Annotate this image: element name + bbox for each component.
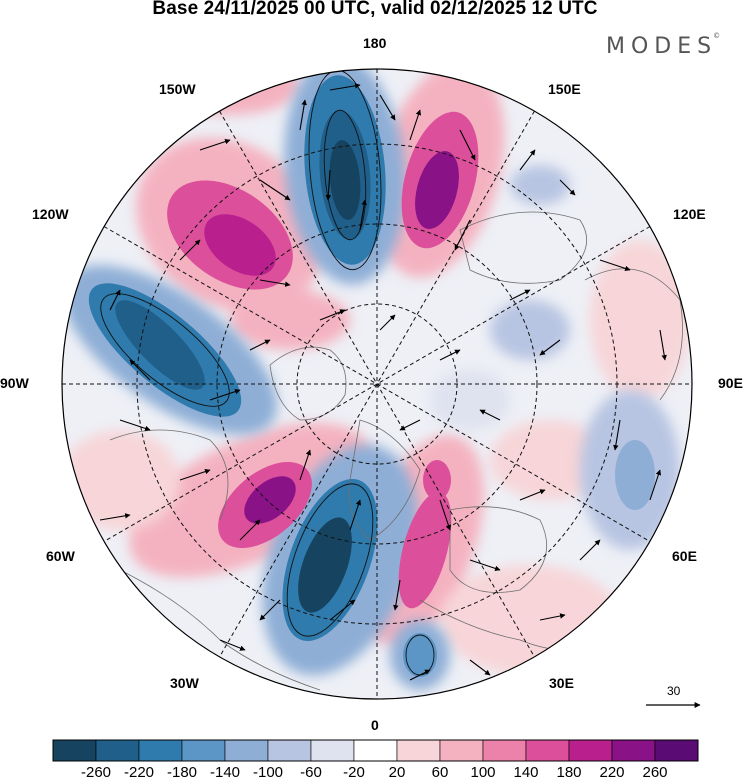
lon-label-90w: 90W — [0, 375, 29, 391]
logo-mark: © — [713, 32, 721, 40]
colorbar-cell — [52, 739, 97, 762]
lon-label-180: 180 — [363, 35, 387, 51]
logo-text: MODES — [606, 34, 718, 59]
colorbar-tick: 180 — [556, 764, 582, 781]
colorbar-cell — [611, 739, 656, 762]
colorbar-tick: -180 — [166, 764, 198, 781]
lon-label-120e: 120E — [673, 206, 706, 222]
colorbar-frame — [52, 739, 699, 762]
colorbar-cell — [439, 739, 484, 762]
lon-label-60w: 60W — [46, 548, 75, 564]
colorbar-tick: 260 — [642, 764, 668, 781]
colorbar-cell — [525, 739, 570, 762]
colorbar-cell — [353, 739, 398, 762]
colorbar-cell — [224, 739, 269, 762]
wind-vectors — [99, 83, 667, 681]
lon-label-30e: 30E — [549, 675, 574, 691]
lon-label-60e: 60E — [672, 548, 697, 564]
colorbar-tick: -20 — [343, 764, 365, 781]
modes-logo: MODES© — [606, 32, 724, 59]
colorbar-tick: -140 — [209, 764, 241, 781]
reference-vector-label: 30 — [667, 684, 681, 698]
colorbar-cell — [482, 739, 527, 762]
colorbar-cell — [654, 739, 699, 762]
colorbar-tick: -220 — [123, 764, 155, 781]
colorbar-tick: 140 — [513, 764, 539, 781]
lon-label-150w: 150W — [159, 81, 196, 97]
colorbar-cell — [568, 739, 613, 762]
coastlines — [109, 211, 683, 691]
colorbar-tick: 220 — [599, 764, 625, 781]
lon-label-150e: 150E — [548, 81, 581, 97]
colorbar-cell — [95, 739, 140, 762]
colorbar-tick: -100 — [252, 764, 284, 781]
graticule — [62, 69, 692, 699]
colorbar-tick: 20 — [388, 764, 406, 781]
colorbar-cell — [310, 739, 355, 762]
lon-label-0: 0 — [371, 717, 379, 733]
colorbar-cell — [396, 739, 441, 762]
colorbar-tick: -60 — [300, 764, 322, 781]
lon-label-90e: 90E — [718, 375, 743, 391]
lon-label-120w: 120W — [32, 206, 69, 222]
colorbar-tick: -260 — [80, 764, 112, 781]
colorbar-tick: 60 — [431, 764, 449, 781]
colorbar-cell — [267, 739, 312, 762]
map-border — [61, 68, 693, 700]
colorbar — [52, 739, 699, 762]
colorbar-tick: 100 — [470, 764, 496, 781]
colorbar-cell — [181, 739, 226, 762]
anomaly-field — [62, 69, 692, 699]
lon-label-30w: 30W — [170, 675, 199, 691]
chart-title: Base 24/11/2025 00 UTC, valid 02/12/2025… — [152, 0, 598, 19]
colorbar-cell — [138, 739, 183, 762]
